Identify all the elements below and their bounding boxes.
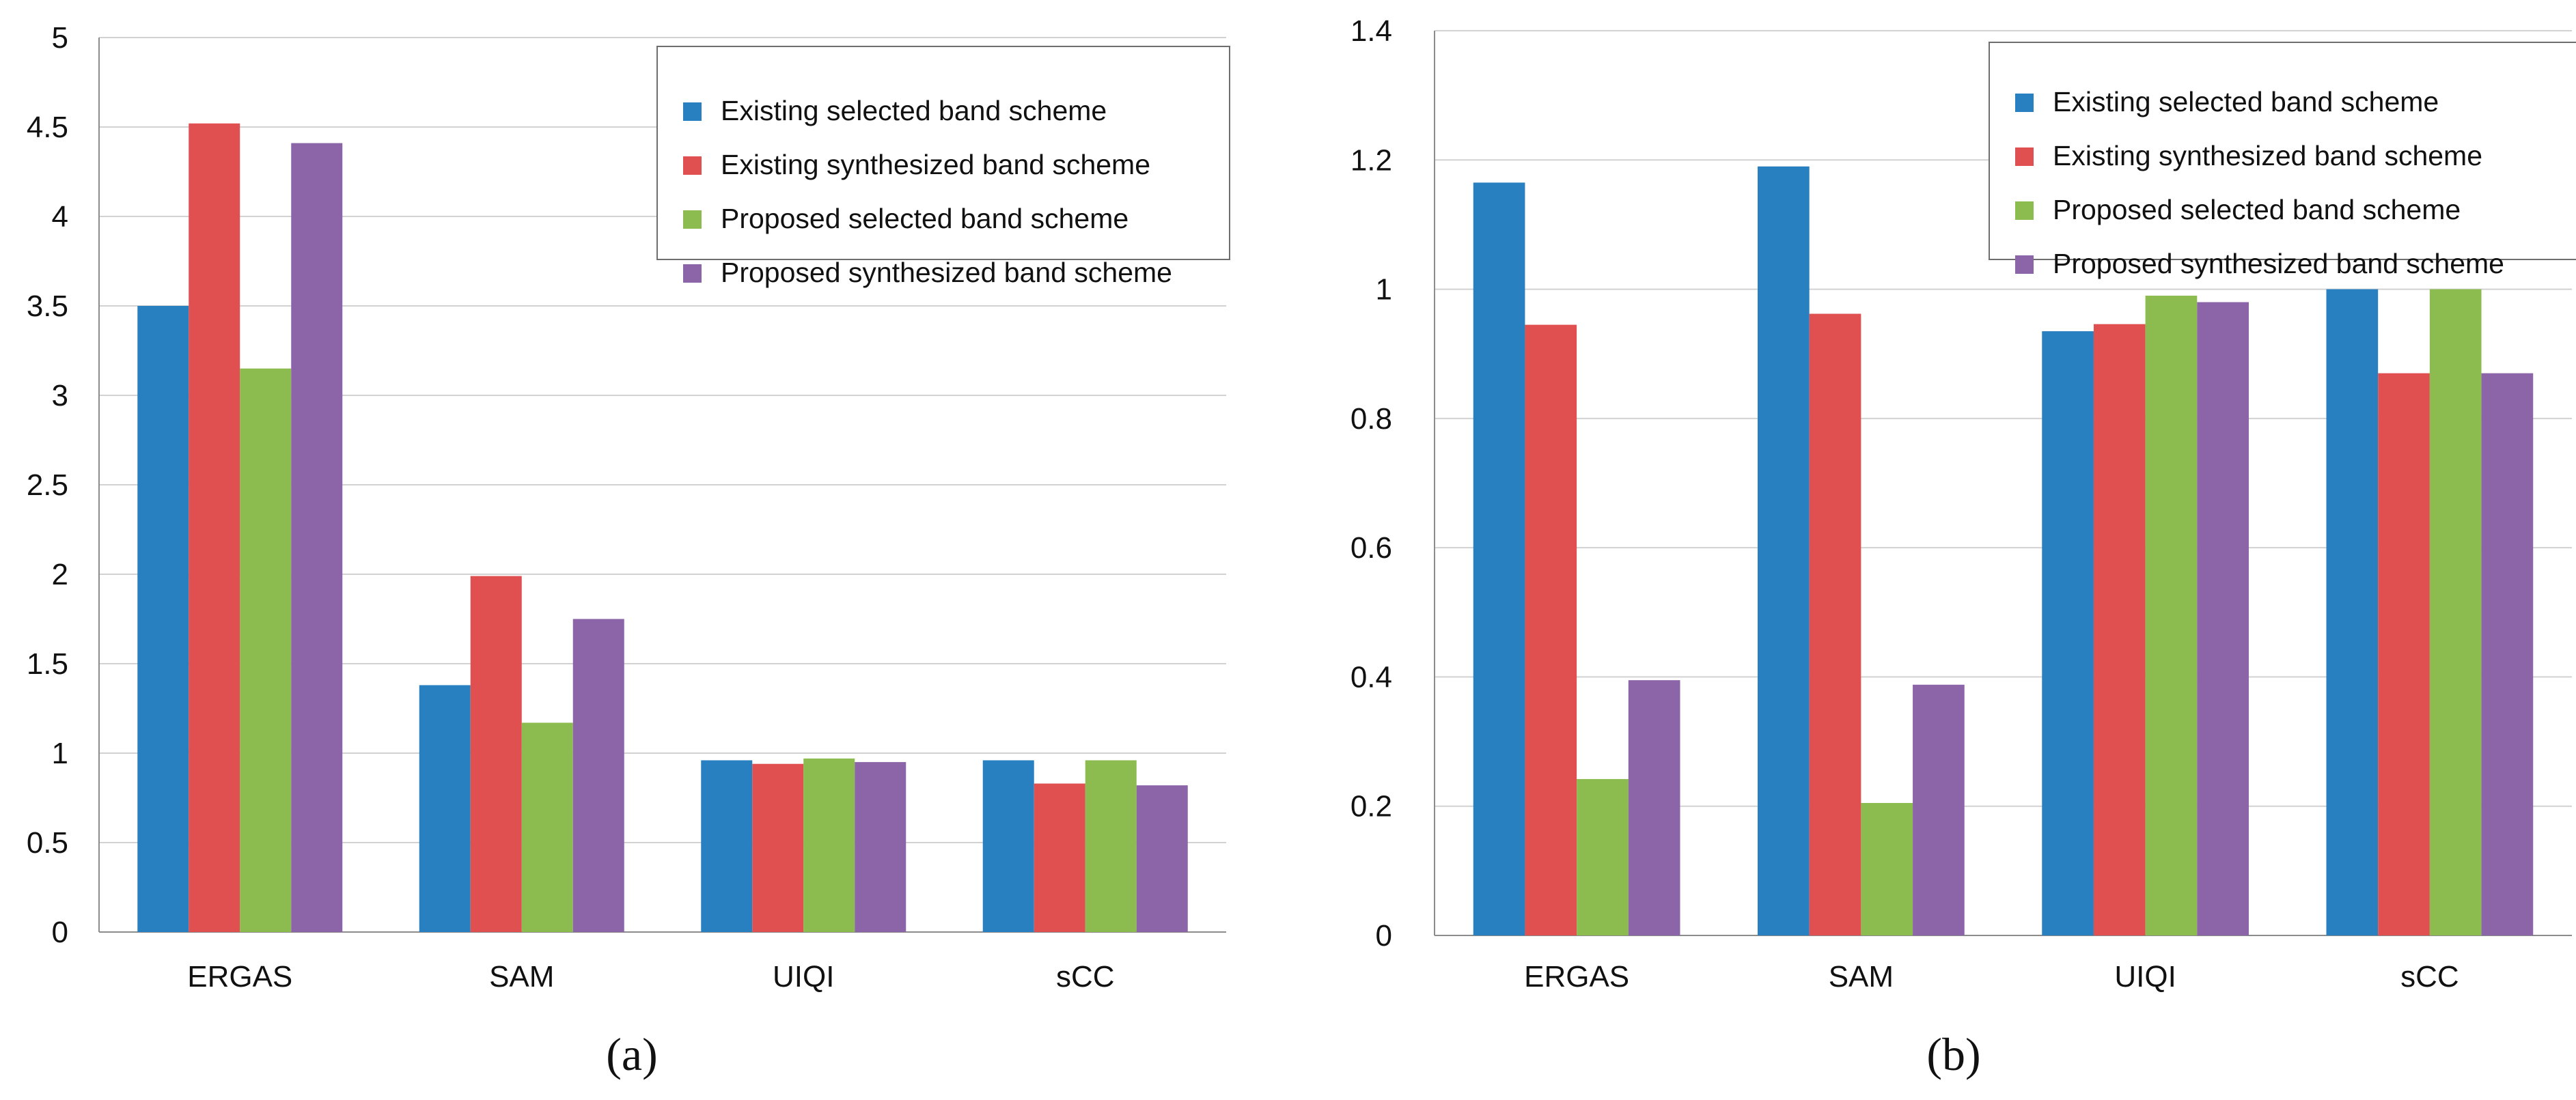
bar-a-scc-series-3 [1085, 760, 1137, 932]
y-tick-label: 1 [1376, 273, 1392, 307]
y-tick-label: 0.2 [1351, 790, 1392, 823]
bar-a-sam-series-4 [572, 619, 624, 932]
legend: Existing selected band scheme Existing sy… [1989, 42, 2576, 279]
bar-b-uiqi-series-2 [2093, 324, 2146, 935]
y-tick-label: 3.5 [27, 290, 68, 323]
legend-swatch [2015, 201, 2034, 220]
panel-caption: (a) [606, 1028, 657, 1080]
legend-label: Proposed selected band scheme [2053, 194, 2461, 225]
bar-b-scc-series-1 [2326, 289, 2379, 936]
bar-a-uiqi-series-3 [803, 758, 855, 932]
panel-caption: (b) [1926, 1028, 1980, 1080]
y-tick-label: 2 [52, 558, 68, 591]
chart-panel-a: 0 0.5 1 1.5 2 2.5 3 3.5 4 4.5 5 ERGAS SAM UIQI sCC Exis… [27, 21, 1230, 1080]
bar-a-uiqi-series-2 [752, 763, 804, 932]
bar-a-sam-series-1 [419, 685, 471, 932]
bar-b-ergas-series-4 [1628, 680, 1680, 935]
y-tick-label: 0.8 [1351, 402, 1392, 436]
bar-a-scc-series-1 [982, 760, 1034, 932]
x-tick-label: UIQI [773, 960, 834, 993]
y-tick-label: 1.4 [1351, 14, 1392, 48]
bar-b-sam-series-4 [1913, 684, 1965, 935]
y-tick-label: 0.4 [1351, 660, 1392, 694]
legend-label: Proposed synthesized band scheme [2053, 248, 2504, 279]
bar-b-scc-series-2 [2378, 373, 2430, 935]
y-tick-label: 0.6 [1351, 531, 1392, 565]
legend-label: Existing selected band scheme [721, 95, 1107, 126]
legend: Existing selected band scheme Existing sy… [656, 46, 1230, 288]
bar-b-uiqi-series-4 [2197, 302, 2249, 935]
legend-label: Proposed synthesized band scheme [721, 257, 1172, 288]
y-tick-label: 0.5 [27, 826, 68, 860]
x-tick-label: SAM [1829, 960, 1894, 993]
bar-a-ergas-series-4 [291, 143, 343, 933]
bar-b-uiqi-series-1 [2042, 331, 2094, 935]
legend-label: Proposed selected band scheme [721, 203, 1128, 234]
y-tick-label: 3 [52, 379, 68, 412]
legend-label: Existing synthesized band scheme [2053, 140, 2482, 171]
x-tick-label: ERGAS [1524, 960, 1629, 993]
y-tick-label: 1.5 [27, 647, 68, 681]
bar-a-scc-series-2 [1034, 783, 1085, 932]
bar-b-uiqi-series-3 [2145, 296, 2198, 935]
bar-b-ergas-series-2 [1525, 324, 1577, 935]
x-tick-label: ERGAS [187, 960, 292, 993]
y-tick-label: 4 [52, 200, 68, 234]
x-tick-label: sCC [1056, 960, 1115, 993]
legend-label: Existing selected band scheme [2053, 86, 2439, 117]
bar-b-sam-series-1 [1758, 166, 1810, 935]
y-tick-label: 0 [1376, 919, 1392, 953]
y-tick-label: 1.2 [1351, 143, 1392, 177]
bar-b-sam-series-3 [1861, 802, 1913, 935]
bar-b-ergas-series-1 [1473, 182, 1525, 936]
bar-a-scc-series-4 [1136, 785, 1188, 932]
y-tick-label: 0 [52, 916, 68, 949]
x-tick-label: sCC [2400, 960, 2459, 993]
legend-swatch [683, 264, 702, 283]
y-tick-label: 5 [52, 21, 68, 55]
chart-panel-b: 0 0.2 0.4 0.6 0.8 1 1.2 1.4 ERGAS SAM UIQI sCC Exist… [1351, 14, 2576, 1080]
bar-b-scc-series-4 [2481, 373, 2534, 935]
bar-a-sam-series-2 [470, 576, 522, 932]
legend-swatch [683, 156, 702, 175]
legend-swatch [2015, 147, 2034, 166]
bar-a-sam-series-3 [521, 722, 573, 932]
bar-a-ergas-series-1 [137, 306, 189, 932]
bar-b-scc-series-3 [2429, 289, 2482, 936]
legend-swatch [2015, 94, 2034, 112]
bar-b-sam-series-2 [1809, 313, 1861, 935]
bar-a-uiqi-series-4 [855, 762, 906, 932]
y-tick-label: 2.5 [27, 468, 68, 502]
bar-b-ergas-series-3 [1577, 778, 1629, 935]
y-tick-label: 4.5 [27, 111, 68, 144]
bar-a-uiqi-series-1 [701, 760, 753, 932]
bar-a-ergas-series-3 [240, 368, 292, 932]
bar-a-ergas-series-2 [189, 123, 240, 932]
legend-box [656, 46, 1230, 260]
legend-swatch [683, 102, 702, 121]
x-tick-label: SAM [489, 960, 554, 993]
legend-swatch [683, 210, 702, 229]
y-tick-label: 1 [52, 737, 68, 770]
x-tick-label: UIQI [2114, 960, 2176, 993]
legend-box [1989, 42, 2576, 260]
legend-label: Existing synthesized band scheme [721, 149, 1150, 180]
legend-swatch [2015, 255, 2034, 274]
